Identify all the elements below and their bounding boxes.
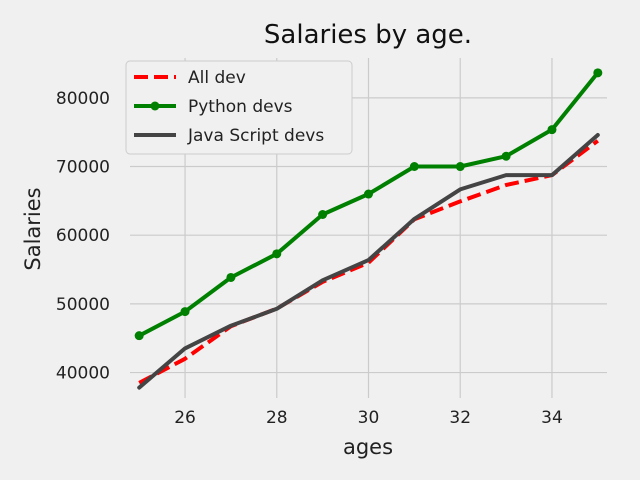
python-data-point [272,249,282,259]
series-lines [134,68,603,390]
python-data-point [180,307,190,317]
x-tick-labels: 26 28 30 32 34 [174,408,563,428]
chart-title: Salaries by age. [264,20,472,50]
x-tick-label: 34 [541,408,563,428]
y-tick-label: 50000 [56,295,110,315]
x-tick-label: 26 [174,408,196,428]
python-data-point [501,151,511,161]
python-data-point [593,68,603,78]
legend: All dev Python devs Java Script devs [125,60,353,155]
python-data-point [318,209,328,219]
x-tick-label: 28 [266,408,288,428]
series-line-all-dev [138,139,599,385]
legend-label-python-devs: Python devs [188,97,293,117]
legend-box [125,60,353,155]
y-tick-label: 80000 [56,89,110,109]
python-data-point [455,162,465,172]
python-data-point [134,331,144,341]
x-axis-label: ages [343,435,393,459]
python-data-point [226,272,236,282]
legend-marker [150,101,160,111]
y-tick-label: 70000 [56,158,110,178]
python-data-point [409,162,419,172]
series-line-java-script-devs [137,133,600,390]
legend-label-all-dev: All dev [188,68,246,88]
x-tick-label: 32 [449,408,471,428]
python-data-point [547,125,557,135]
legend-label-java-script-devs: Java Script devs [187,126,324,146]
python-data-point [364,189,373,199]
y-axis-label: Salaries [21,187,45,270]
y-tick-label: 40000 [56,364,110,384]
grid-lines [130,58,607,398]
y-tick-label: 60000 [56,226,110,246]
x-tick-label: 30 [358,408,380,428]
y-tick-labels: 40000 50000 60000 70000 80000 [56,89,110,384]
